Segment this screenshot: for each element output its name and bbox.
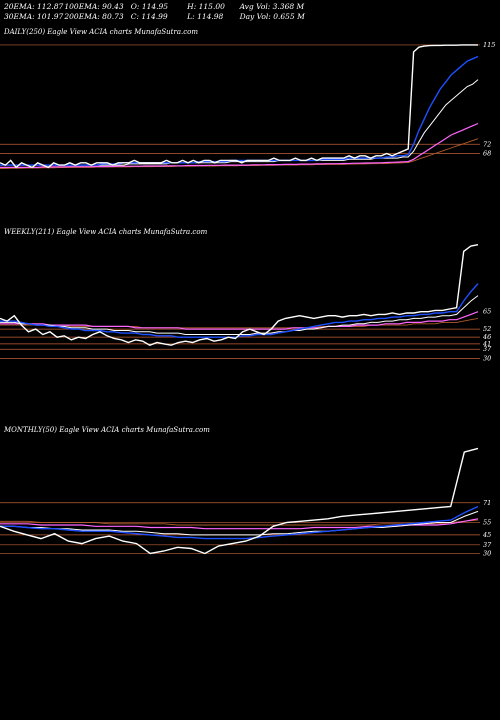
stats-header: 20EMA: 112.87 100EMA: 90.43 O: 114.95 H:… [4, 2, 305, 22]
monthly-price-label-0: 71 [483, 499, 491, 507]
daily-price-label-0: 115 [483, 41, 495, 49]
daily-price-label-2: 68 [483, 150, 491, 158]
weekly-ema100-line [0, 311, 479, 330]
stat-high: H: 115.00 [187, 2, 225, 11]
monthly-price-label-3: 37 [483, 541, 492, 549]
stats-row-2: 30EMA: 101.97 200EMA: 80.73 C: 114.99 L:… [4, 12, 305, 22]
stat-ema100: 100EMA: 90.43 [64, 2, 124, 11]
daily-panel-title: DAILY(250) Eagle View ACIA charts Munafa… [4, 28, 198, 36]
stat-open: O: 114.95 [130, 2, 169, 11]
weekly-ema20-line [0, 283, 479, 338]
weekly-price-line [0, 244, 479, 346]
monthly-ema20-line [0, 505, 479, 540]
weekly-price-label-1: 52 [483, 325, 491, 333]
daily-ema20-line [0, 55, 479, 166]
daily-price-label-1: 72 [483, 140, 491, 148]
stat-day-vol: Day Vol: 0.655 M [239, 12, 305, 21]
stat-close: C: 114.99 [130, 12, 168, 21]
daily-ema100-line [0, 122, 479, 168]
daily-price-line [0, 44, 478, 169]
monthly-panel-title: MONTHLY(50) Eagle View ACIA charts Munaf… [4, 426, 210, 434]
weekly-ema200-line [0, 317, 479, 329]
weekly-price-label-4: 37 [483, 345, 492, 353]
stat-ema200: 200EMA: 80.73 [64, 12, 124, 21]
monthly-price-label-2: 45 [482, 531, 491, 539]
stat-low: L: 114.98 [187, 12, 224, 21]
weekly-price-label-5: 30 [483, 355, 491, 363]
stats-row-1: 20EMA: 112.87 100EMA: 90.43 O: 114.95 H:… [4, 2, 305, 12]
stat-ema30: 30EMA: 101.97 [4, 12, 64, 21]
weekly-price-label-3: 41 [482, 340, 491, 348]
weekly-price-label-0: 65 [483, 308, 491, 316]
monthly-price-label-4: 30 [483, 549, 491, 557]
monthly-price-line [0, 447, 479, 555]
monthly-price-label-1: 55 [483, 519, 491, 527]
daily-ema30-line [0, 79, 479, 166]
stat-avg-vol: Avg Vol: 3.368 M [239, 2, 305, 11]
monthly-ema200-line [0, 519, 479, 526]
weekly-price-label-2: 46 [482, 333, 491, 341]
weekly-panel-title: WEEKLY(211) Eagle View ACIA charts Munaf… [4, 228, 208, 236]
stat-ema20: 20EMA: 112.87 [4, 2, 64, 11]
monthly-ema30-line [0, 510, 479, 536]
